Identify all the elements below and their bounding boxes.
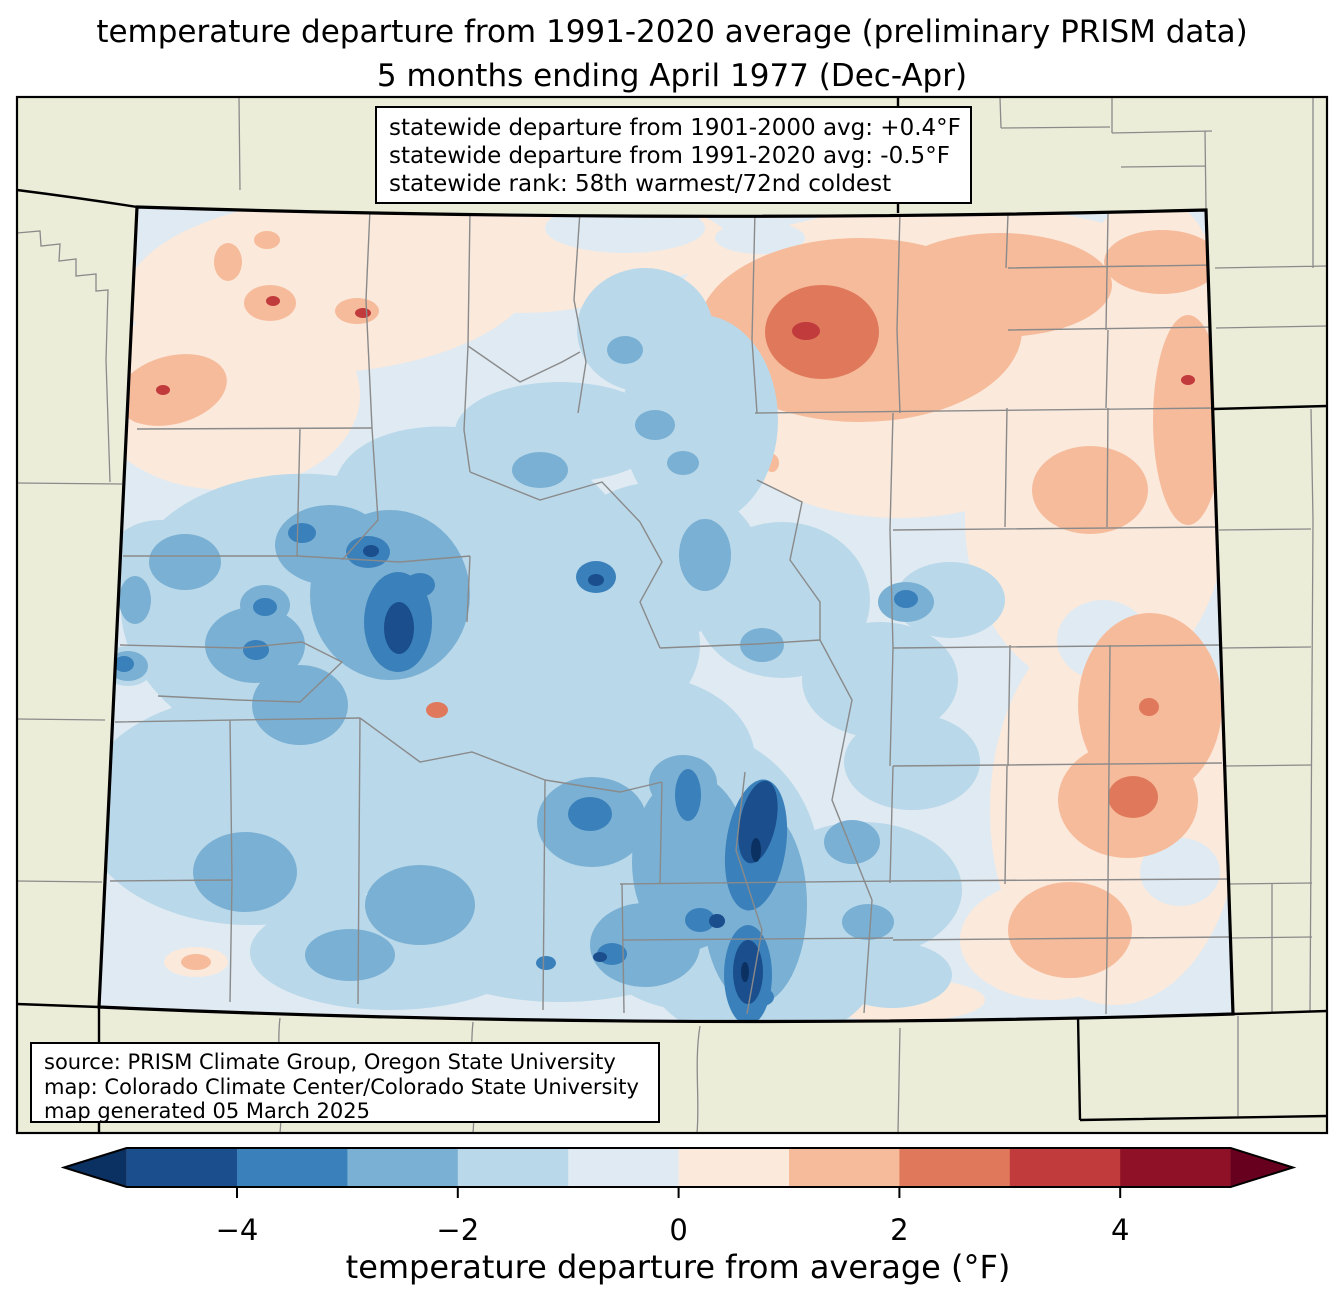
field-cold-under — [741, 838, 761, 982]
colorbar-outline — [60, 1147, 1297, 1188]
colorbar-segment — [789, 1148, 900, 1187]
colorado-anomaly-field — [99, 207, 1233, 1022]
statewide-stats-box: statewide departure from 1901-2000 avg: … — [375, 106, 972, 204]
colorbar-segment — [457, 1148, 569, 1187]
colorbar-segment — [568, 1148, 680, 1187]
title-line-1: temperature departure from 1991-2020 ave… — [96, 14, 1248, 50]
stats-line-3: statewide rank: 58th warmest/72nd coldes… — [389, 171, 892, 197]
colorbar-segment — [237, 1148, 348, 1187]
colorbar-axis-label: temperature departure from average (°F) — [346, 1248, 1011, 1286]
colorbar: −4 −2 0 2 4 — [60, 1147, 1297, 1247]
source-line-2: map: Colorado Climate Center/Colorado St… — [44, 1074, 639, 1099]
figure-title: temperature departure from 1991-2020 ave… — [0, 10, 1344, 98]
axes-frame — [15, 95, 1329, 1135]
source-line-1: source: PRISM Climate Group, Oregon Stat… — [44, 1050, 616, 1074]
colorbar-tick-label: −2 — [436, 1213, 479, 1247]
colorbar-tick-label: 0 — [669, 1213, 687, 1247]
colorbar-tick-label: −4 — [216, 1213, 259, 1247]
colorbar-segment — [678, 1148, 790, 1187]
title-line-2: 5 months ending April 1977 (Dec-Apr) — [376, 58, 968, 94]
stats-line-2: statewide departure from 1991-2020 avg: … — [389, 143, 950, 169]
field-warm-1-2 — [117, 230, 1223, 978]
colorbar-over-arrow — [1230, 1148, 1293, 1187]
colorbar-segment — [1120, 1148, 1232, 1187]
colorbar-under-arrow — [64, 1148, 127, 1187]
source-attribution-box: source: PRISM Climate Group, Oregon Stat… — [30, 1042, 660, 1123]
colorbar-tick-label: 4 — [1111, 1213, 1129, 1247]
stats-line-1: statewide departure from 1901-2000 avg: … — [389, 115, 961, 141]
colorbar-segment — [347, 1148, 459, 1187]
colorbar-segment — [899, 1148, 1011, 1187]
colorado-county-lines — [109, 208, 1230, 1015]
source-line-3: map generated 05 March 2025 — [44, 1099, 371, 1123]
colorbar-segment — [1009, 1148, 1121, 1187]
colorbar-tick-label: 2 — [890, 1213, 908, 1247]
field-warm-2-3 — [426, 285, 1159, 818]
colorbar-segment — [126, 1148, 238, 1187]
colorado-state-border — [97, 205, 1235, 1024]
